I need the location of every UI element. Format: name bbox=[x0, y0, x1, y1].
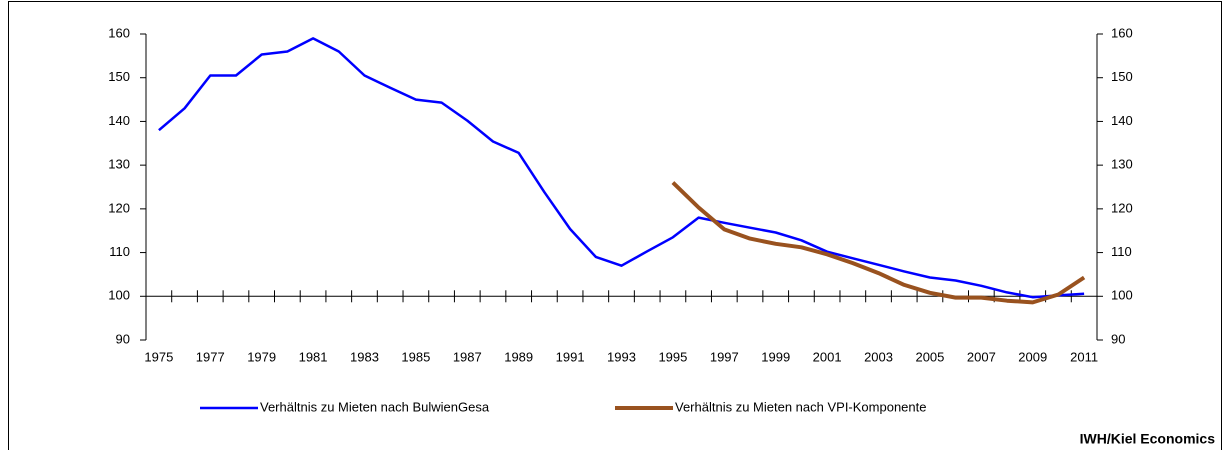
x-tick-label: 1995 bbox=[658, 349, 687, 364]
source: IWH/Kiel Economics bbox=[1080, 431, 1216, 447]
x-tick-label: 1983 bbox=[350, 349, 379, 364]
y-tick-label: 120 bbox=[108, 200, 130, 215]
y-tick-label: 90 bbox=[116, 331, 130, 346]
legend-label: Verhältnis zu Mieten nach BulwienGesa bbox=[260, 399, 490, 414]
x-tick-label: 1981 bbox=[299, 349, 328, 364]
y2-tick-label: 100 bbox=[1111, 288, 1133, 303]
y2-tick-label: 90 bbox=[1111, 331, 1125, 346]
y2-tick-label: 160 bbox=[1111, 25, 1133, 40]
x-tick-label: 1993 bbox=[607, 349, 636, 364]
x-tick-label: 2003 bbox=[864, 349, 893, 364]
series-line bbox=[158, 37, 1085, 299]
x-tick-label: 2001 bbox=[813, 349, 842, 364]
legend-label: Verhältnis zu Mieten nach VPI-Komponente bbox=[675, 399, 926, 414]
y2-tick-label: 140 bbox=[1111, 113, 1133, 128]
y-tick-label: 140 bbox=[108, 113, 130, 128]
x-tick-label: 1977 bbox=[196, 349, 225, 364]
series-line bbox=[671, 181, 1086, 305]
x-tick-label: 2005 bbox=[915, 349, 944, 364]
frame bbox=[8, 1, 1222, 450]
y-tick-label: 150 bbox=[108, 69, 130, 84]
x-tick-label: 1997 bbox=[710, 349, 739, 364]
y-tick-label: 160 bbox=[108, 25, 130, 40]
x-tick-label: 2011 bbox=[1070, 349, 1098, 364]
x-tick-label: 1989 bbox=[504, 349, 533, 364]
x-tick-label: 1991 bbox=[556, 349, 585, 364]
y2-tick-label: 130 bbox=[1111, 157, 1133, 172]
x-tick-label: 1979 bbox=[247, 349, 276, 364]
y2-tick-label: 110 bbox=[1111, 244, 1132, 259]
x-tick-label: 1999 bbox=[761, 349, 790, 364]
y2-tick-label: 120 bbox=[1111, 200, 1133, 215]
x-tick-label: 1987 bbox=[453, 349, 482, 364]
y-tick-label: 100 bbox=[108, 288, 130, 303]
y-tick-label: 130 bbox=[108, 157, 130, 172]
x-tick-label: 1985 bbox=[401, 349, 430, 364]
x-tick-label: 2007 bbox=[967, 349, 996, 364]
x-tick-label: 2009 bbox=[1018, 349, 1047, 364]
y2-tick-label: 150 bbox=[1111, 69, 1133, 84]
x-tick-label: 1975 bbox=[144, 349, 173, 364]
y-tick-label: 110 bbox=[109, 244, 130, 259]
